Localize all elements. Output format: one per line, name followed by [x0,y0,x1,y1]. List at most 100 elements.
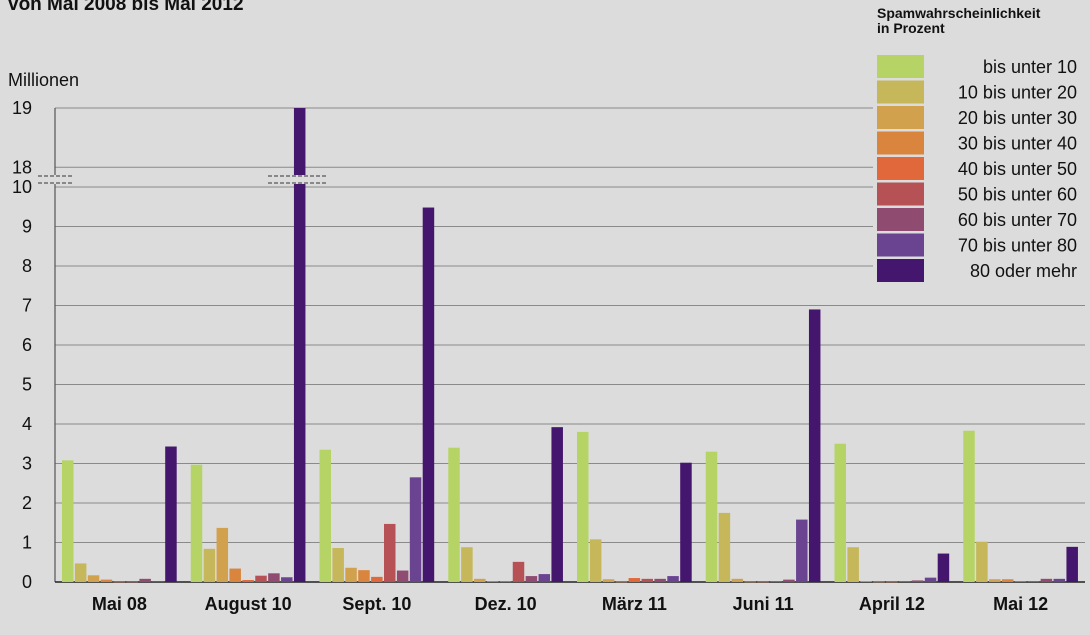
bar [538,574,551,582]
y-tick-label: 7 [22,296,32,316]
x-category-label: Dez. 10 [475,594,537,614]
bar [602,579,615,582]
y-tick-label: 5 [22,375,32,395]
bar [783,579,795,582]
legend-swatch [877,80,924,104]
bar [216,527,229,582]
bar [474,578,486,582]
x-category-label: Sept. 10 [342,594,411,614]
y-tick-label: 4 [22,414,32,434]
legend-label: 60 bis unter 70 [958,210,1077,230]
x-category-label: April 12 [859,594,925,614]
bar [422,207,435,583]
bar [345,567,357,582]
bar [796,519,808,582]
bar [1053,578,1066,582]
bar [139,578,151,582]
bars [62,108,1078,583]
bar [113,581,126,583]
legend-swatch [877,106,924,129]
bar [74,563,87,582]
bar [899,581,911,582]
bar [409,477,422,582]
bar [1040,578,1053,582]
bar [203,548,216,582]
bar [126,581,138,583]
y-tick-label: 3 [22,454,32,474]
bar [770,581,782,582]
legend-label: bis unter 10 [983,57,1077,77]
x-category-label: Mai 08 [92,594,147,614]
bar [396,570,409,582]
bar [963,430,975,582]
x-category-label: Mai 12 [993,594,1048,614]
bar [512,561,525,582]
bar [358,570,370,582]
bar [589,539,602,582]
bar [281,577,293,582]
y-tick-label: 18 [12,157,32,177]
bar [718,512,731,582]
bar [577,431,589,582]
bar [100,579,113,582]
legend-label: 10 bis unter 20 [958,83,1077,103]
bar [667,576,679,582]
y-tick-label: 8 [22,256,32,276]
bar [911,580,924,582]
legend-label: 50 bis unter 60 [958,185,1077,205]
legend-label: 40 bis unter 50 [958,159,1077,179]
bar [551,427,563,582]
x-category-label: März 11 [602,594,667,614]
bar [319,449,331,582]
legend-label: 30 bis unter 40 [958,134,1077,154]
legend-swatch [877,55,924,78]
bar [461,547,473,582]
bar [680,462,692,582]
bar [1014,581,1027,582]
bar [229,568,241,582]
bar [332,548,344,582]
bar [731,578,744,582]
bar [744,581,756,583]
legend-label: 80 oder mehr [970,261,1077,281]
legend-swatch [877,182,924,206]
bar [242,580,254,582]
axis-break-marks [38,175,328,184]
bar [615,581,628,583]
bar [1066,546,1078,582]
grid-lines [54,107,1085,583]
y-tick-label: 19 [12,98,32,118]
bar [293,108,306,582]
y-axis-unit-label: Millionen [8,70,80,90]
legend-swatch [877,157,924,180]
bar [924,577,937,582]
bar [808,309,821,582]
bar [976,541,988,582]
bar [705,451,718,582]
bar [1027,581,1040,582]
bar [268,573,280,582]
axis-break-mark [38,175,72,184]
chart-subtitle: von Mai 2008 bis Mai 2012 [8,0,244,15]
x-axis-categories: Mai 08 August 10 Sept. 10 Dez. 10 März 11 Jun… [92,594,1048,614]
legend-label: 20 bis unter 30 [958,108,1077,128]
legend-swatch [877,233,924,257]
y-tick-label: 0 [22,572,32,592]
bar [255,575,267,582]
x-category-label: August 10 [205,594,292,614]
legend-title: Spamwahrscheinlichkeit in Prozent [877,5,1041,36]
bar [499,581,512,582]
bar [654,578,666,582]
y-tick-label: 10 [12,177,32,197]
bar [486,581,499,582]
axis-break-mark [268,175,328,184]
bar [937,553,950,582]
bar [165,446,177,582]
bar [190,464,203,582]
y-tick-label: 2 [22,493,32,513]
legend-swatch [877,131,924,155]
y-tick-label: 6 [22,335,32,355]
bar [1001,579,1014,582]
